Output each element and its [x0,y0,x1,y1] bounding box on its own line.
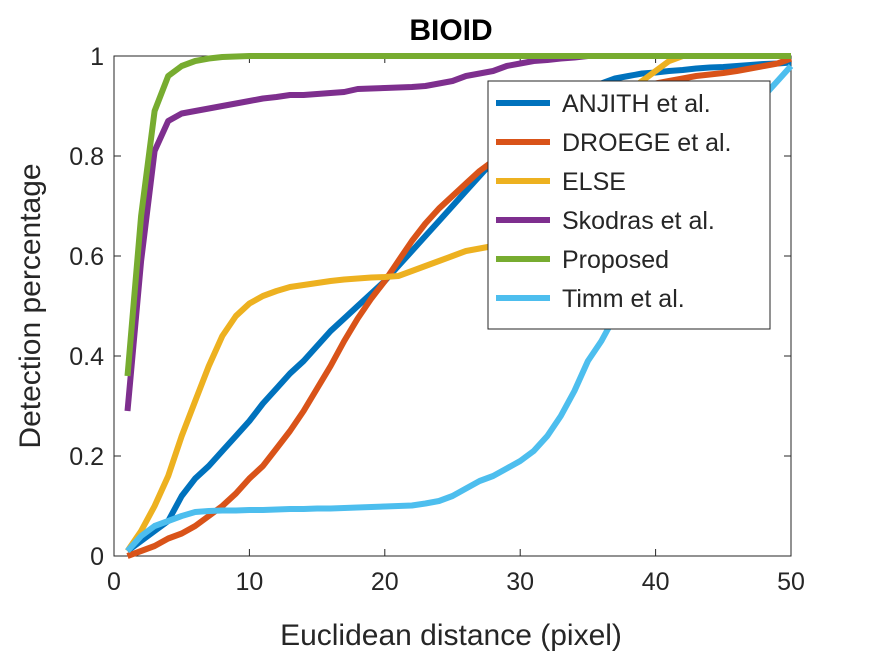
legend: ANJITH et al. DROEGE et al. ELSE Skodras et… [487,80,771,330]
chart-title: BIOID [409,14,492,47]
y-tick-label: 0.8 [69,143,104,171]
y-tick-label: 0.2 [69,443,104,471]
legend-label: ELSE [562,168,626,196]
legend-label: DROEGE et al. [562,129,732,157]
y-axis-label: Detection percentage [14,163,47,448]
x-tick-label: 20 [371,568,399,596]
y-tick-label: 0.6 [69,243,104,271]
y-tick-label: 1 [90,43,104,71]
y-tick-label: 0 [90,543,104,571]
legend-box [487,80,771,330]
legend-label: Proposed [562,246,669,274]
x-axis-label: Euclidean distance (pixel) [280,619,622,652]
series-line-proposed [124,53,791,377]
x-tick-label: 30 [506,568,534,596]
x-tick-label: 10 [235,568,263,596]
series-line-anjith-et-al [125,59,792,554]
series-line-droege-et-al [126,55,793,559]
x-tick-label: 40 [642,568,670,596]
legend-label: Timm et al. [562,285,685,313]
y-tick-label: 0.4 [69,343,104,371]
x-tick-label: 0 [107,568,121,596]
legend-label: Skodras et al. [562,207,715,235]
x-tick-label: 50 [777,568,805,596]
legend-label: ANJITH et al. [562,90,711,118]
